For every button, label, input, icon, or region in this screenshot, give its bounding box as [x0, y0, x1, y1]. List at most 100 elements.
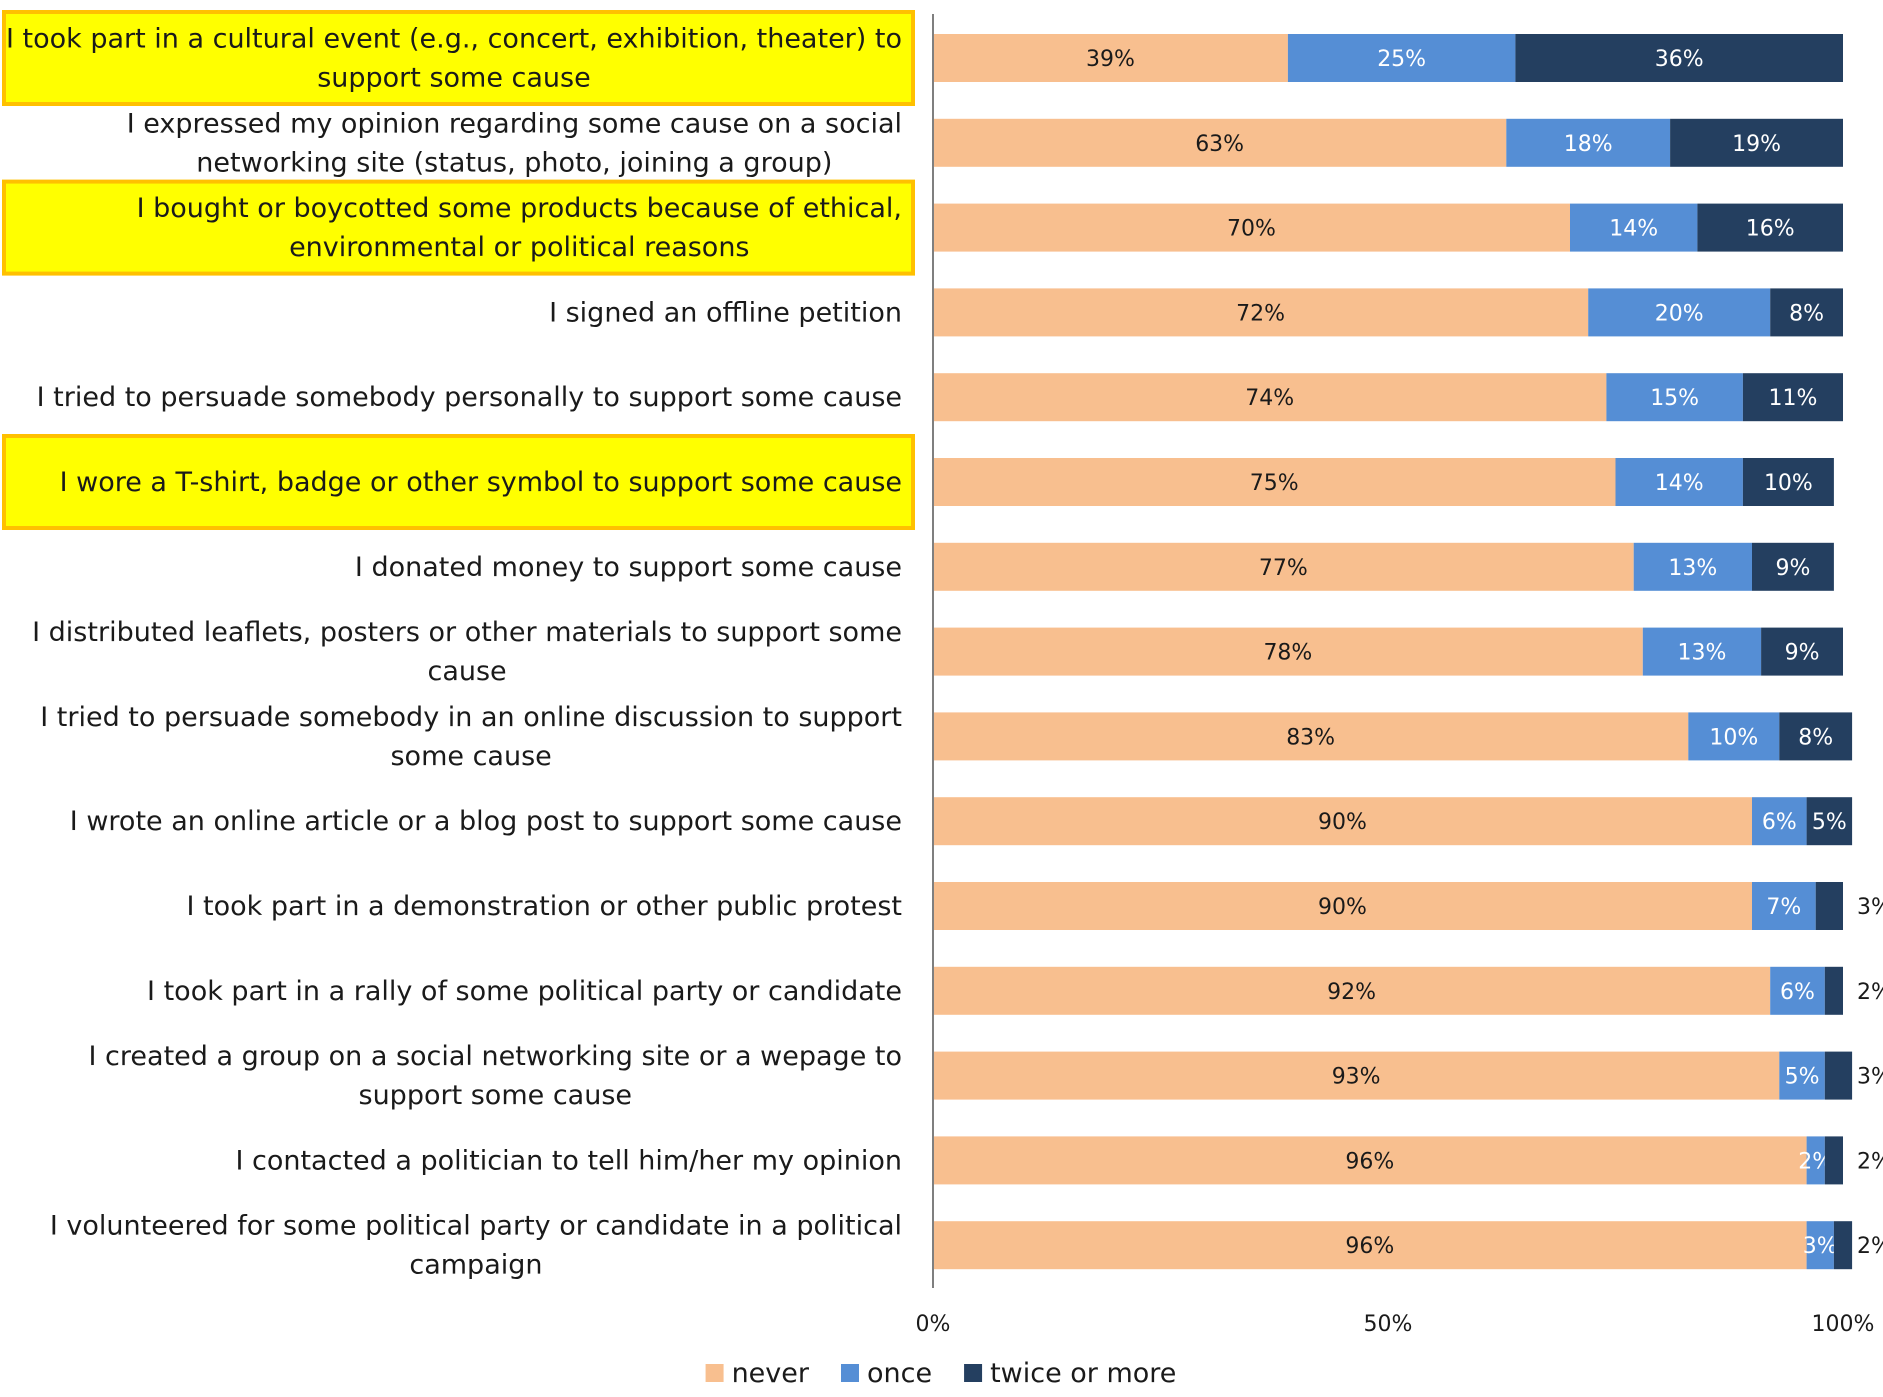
bar-segment-once	[1606, 373, 1743, 422]
bar-segment-never	[933, 373, 1607, 422]
label-highlight-box	[2, 179, 915, 276]
category-label: I expressed my opinion regarding some ca…	[127, 108, 902, 178]
category-label: I tried to persuade somebody personally …	[37, 382, 902, 413]
x-tick-label: 100%	[1812, 1312, 1875, 1337]
data-label: 18%	[1564, 132, 1613, 157]
data-label: 3%	[1803, 1234, 1838, 1259]
data-label: 96%	[1345, 1234, 1394, 1259]
label-highlight-box	[2, 10, 915, 106]
data-label: 3%	[1857, 1065, 1883, 1090]
bar-segment-twice-or-more	[1833, 1221, 1853, 1270]
category-label: I donated money to support some cause	[355, 552, 902, 583]
data-label: 3%	[1857, 895, 1883, 920]
category-label: I wrote an online article or a blog post…	[70, 806, 902, 837]
legend-label: once	[867, 1358, 932, 1389]
bar-segment-twice-or-more	[1806, 797, 1853, 846]
bar-segment-once	[1770, 966, 1825, 1015]
data-label: 72%	[1236, 301, 1285, 326]
data-label: 25%	[1377, 47, 1426, 72]
bar-segment-twice-or-more	[1824, 1051, 1853, 1100]
legend-label: never	[732, 1358, 810, 1389]
bar-segment-never	[933, 882, 1752, 930]
data-label: 16%	[1746, 217, 1795, 242]
data-label: 8%	[1789, 301, 1824, 326]
data-label: 90%	[1318, 895, 1367, 920]
bar-segment-never	[933, 712, 1689, 761]
bar-segment-never	[933, 34, 1288, 82]
bar-segment-twice-or-more	[1815, 882, 1843, 930]
label-highlight-box	[2, 434, 915, 530]
bar-segment-never	[933, 542, 1634, 591]
data-label: 6%	[1762, 810, 1797, 835]
bar-segment-once	[1642, 627, 1762, 676]
bar-segment-never	[933, 627, 1643, 676]
data-label: 20%	[1655, 301, 1704, 326]
data-label: 74%	[1245, 386, 1294, 411]
legend-swatch	[964, 1364, 983, 1382]
data-label: 36%	[1655, 47, 1704, 72]
bar-segment-once	[1779, 1051, 1825, 1100]
data-label: 14%	[1655, 471, 1704, 496]
category-label: I volunteered for some political party o…	[50, 1211, 902, 1281]
data-label: 19%	[1732, 132, 1781, 157]
data-label: 70%	[1227, 217, 1276, 242]
category-label: I wore a T-shirt, badge or other symbol …	[60, 467, 902, 498]
bar-segment-once	[1806, 1221, 1834, 1270]
data-label: 8%	[1798, 725, 1833, 750]
bar-segment-twice-or-more	[1515, 34, 1843, 82]
bar-segment-once	[1633, 542, 1752, 591]
bar-segment-once	[1752, 882, 1816, 930]
category-label: I contacted a politician to tell him/her…	[235, 1145, 902, 1176]
category-label: I signed an offline petition	[549, 297, 902, 328]
data-label: 13%	[1677, 641, 1726, 666]
data-label: 77%	[1259, 556, 1308, 581]
data-label: 93%	[1332, 1065, 1381, 1090]
bar-segment-once	[1506, 118, 1671, 167]
category-label: I distributed leaflets, posters or other…	[32, 617, 902, 687]
bar-segment-never	[933, 203, 1570, 252]
bar-segment-twice-or-more	[1761, 627, 1843, 676]
data-label: 39%	[1086, 47, 1135, 72]
data-label: 78%	[1263, 641, 1312, 666]
data-label: 2%	[1857, 980, 1883, 1005]
bar-segment-twice-or-more	[1779, 712, 1853, 761]
bar-segment-twice-or-more	[1670, 118, 1843, 167]
category-label: I created a group on a social networking…	[89, 1041, 902, 1111]
data-label: 90%	[1318, 810, 1367, 835]
legend-swatch	[840, 1364, 859, 1382]
bar-segment-twice-or-more	[1742, 373, 1843, 422]
data-label: 13%	[1668, 556, 1717, 581]
bar-segment-never	[933, 1221, 1807, 1270]
data-label: 14%	[1609, 217, 1658, 242]
data-label: 96%	[1345, 1149, 1394, 1174]
data-label: 83%	[1286, 725, 1335, 750]
legend-item: never	[705, 1358, 810, 1389]
category-label: I took part in a demonstration or other …	[187, 891, 903, 922]
bar-segment-never	[933, 458, 1616, 506]
x-tick-label: 50%	[1364, 1312, 1413, 1337]
data-label: 10%	[1764, 471, 1813, 496]
data-label: 9%	[1785, 641, 1820, 666]
bar-segment-once	[1688, 712, 1780, 761]
bar-segment-once	[1570, 203, 1698, 252]
bar-segment-once	[1287, 34, 1516, 82]
legend-item: twice or more	[964, 1358, 1176, 1389]
bar-segment-once	[1752, 797, 1807, 846]
bar-segment-once	[1806, 1136, 1825, 1185]
data-label: 2%	[1857, 1234, 1883, 1259]
category-label: I tried to persuade somebody in an onlin…	[40, 702, 902, 772]
data-label: 92%	[1327, 980, 1376, 1005]
bar-segment-twice-or-more	[1742, 458, 1834, 506]
bar-segment-twice-or-more	[1824, 966, 1843, 1015]
legend-label: twice or more	[990, 1358, 1176, 1389]
bar-segment-twice-or-more	[1770, 288, 1843, 337]
data-label: 7%	[1766, 895, 1801, 920]
data-label: 11%	[1768, 386, 1817, 411]
bar-segment-never	[933, 966, 1771, 1015]
data-label: 6%	[1780, 980, 1815, 1005]
data-label: 63%	[1195, 132, 1244, 157]
bar-segment-twice-or-more	[1752, 542, 1834, 591]
data-label: 15%	[1650, 386, 1699, 411]
bar-segment-twice-or-more	[1824, 1136, 1843, 1185]
bar-segment-once	[1588, 288, 1771, 337]
